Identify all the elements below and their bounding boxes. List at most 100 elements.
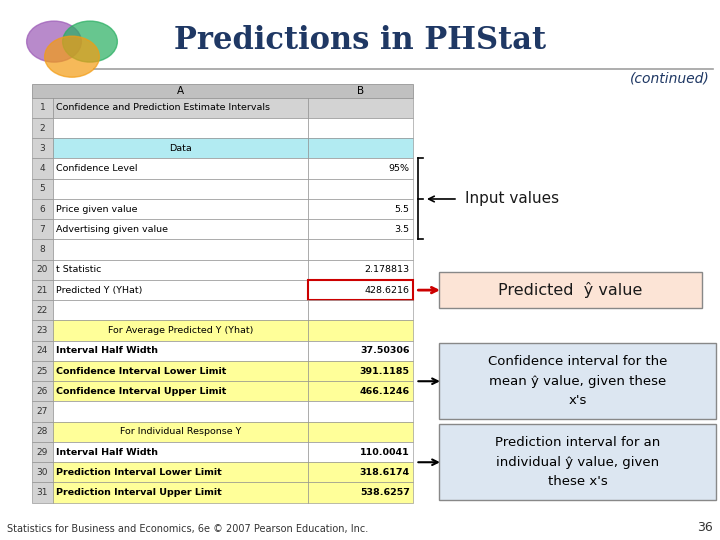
Text: Statistics for Business and Economics, 6e © 2007 Pearson Education, Inc.: Statistics for Business and Economics, 6…: [7, 523, 369, 534]
Text: B: B: [357, 86, 364, 96]
Text: x's: x's: [569, 394, 587, 407]
Text: Price given value: Price given value: [56, 205, 138, 214]
Text: 20: 20: [37, 265, 48, 274]
FancyBboxPatch shape: [32, 280, 53, 300]
FancyBboxPatch shape: [32, 260, 53, 280]
Text: 5.5: 5.5: [395, 205, 410, 214]
FancyBboxPatch shape: [439, 343, 716, 419]
FancyBboxPatch shape: [32, 84, 413, 98]
FancyBboxPatch shape: [32, 442, 53, 462]
Text: 466.1246: 466.1246: [359, 387, 410, 396]
FancyBboxPatch shape: [32, 483, 53, 503]
Text: Confidence and Prediction Estimate Intervals: Confidence and Prediction Estimate Inter…: [56, 103, 270, 112]
FancyBboxPatch shape: [308, 98, 413, 118]
Text: 21: 21: [37, 286, 48, 295]
Text: 3: 3: [40, 144, 45, 153]
FancyBboxPatch shape: [308, 240, 413, 260]
FancyBboxPatch shape: [53, 361, 308, 381]
FancyBboxPatch shape: [308, 159, 413, 179]
FancyBboxPatch shape: [53, 240, 308, 260]
FancyBboxPatch shape: [308, 179, 413, 199]
FancyBboxPatch shape: [53, 483, 308, 503]
FancyBboxPatch shape: [32, 179, 53, 199]
Text: Confidence Level: Confidence Level: [56, 164, 138, 173]
FancyBboxPatch shape: [439, 424, 716, 500]
FancyBboxPatch shape: [308, 483, 413, 503]
FancyBboxPatch shape: [32, 219, 53, 240]
Text: 538.6257: 538.6257: [360, 488, 410, 497]
FancyBboxPatch shape: [53, 300, 308, 321]
Text: 8: 8: [40, 245, 45, 254]
Text: Prediction Interval Lower Limit: Prediction Interval Lower Limit: [56, 468, 222, 477]
Text: 318.6174: 318.6174: [359, 468, 410, 477]
FancyBboxPatch shape: [439, 272, 702, 308]
FancyBboxPatch shape: [308, 300, 413, 321]
FancyBboxPatch shape: [308, 118, 413, 138]
Text: Prediction interval for an: Prediction interval for an: [495, 436, 660, 449]
FancyBboxPatch shape: [308, 381, 413, 402]
Text: 3.5: 3.5: [395, 225, 410, 234]
FancyBboxPatch shape: [32, 321, 53, 341]
Text: Advertising given value: Advertising given value: [56, 225, 168, 234]
FancyBboxPatch shape: [53, 442, 308, 462]
FancyBboxPatch shape: [53, 280, 308, 300]
FancyBboxPatch shape: [53, 381, 308, 402]
FancyBboxPatch shape: [53, 219, 308, 240]
FancyBboxPatch shape: [32, 462, 53, 483]
Text: Predicted  ŷ value: Predicted ŷ value: [498, 282, 643, 298]
Text: 25: 25: [37, 367, 48, 376]
Text: Data: Data: [169, 144, 192, 153]
Text: 29: 29: [37, 448, 48, 457]
Text: Input values: Input values: [465, 192, 559, 206]
Text: 4: 4: [40, 164, 45, 173]
FancyBboxPatch shape: [32, 402, 53, 422]
Text: 391.1185: 391.1185: [360, 367, 410, 376]
FancyBboxPatch shape: [53, 341, 308, 361]
FancyBboxPatch shape: [53, 422, 308, 442]
Text: t Statistic: t Statistic: [56, 265, 102, 274]
Text: 24: 24: [37, 346, 48, 355]
FancyBboxPatch shape: [308, 442, 413, 462]
FancyBboxPatch shape: [53, 98, 308, 118]
Text: 2.178813: 2.178813: [364, 265, 410, 274]
Text: 95%: 95%: [389, 164, 410, 173]
Text: Interval Half Width: Interval Half Width: [56, 346, 158, 355]
FancyBboxPatch shape: [308, 361, 413, 381]
Text: 31: 31: [37, 488, 48, 497]
Text: 36: 36: [697, 521, 713, 534]
Text: 5: 5: [40, 184, 45, 193]
Text: Interval Half Width: Interval Half Width: [56, 448, 158, 457]
FancyBboxPatch shape: [53, 138, 308, 159]
FancyBboxPatch shape: [53, 118, 308, 138]
Text: Confidence Interval Lower Limit: Confidence Interval Lower Limit: [56, 367, 227, 376]
Text: 23: 23: [37, 326, 48, 335]
Text: individual ŷ value, given: individual ŷ value, given: [496, 456, 660, 469]
FancyBboxPatch shape: [308, 321, 413, 341]
FancyBboxPatch shape: [32, 361, 53, 381]
FancyBboxPatch shape: [32, 138, 53, 159]
Text: Confidence interval for the: Confidence interval for the: [488, 355, 667, 368]
Text: 26: 26: [37, 387, 48, 396]
FancyBboxPatch shape: [53, 402, 308, 422]
FancyBboxPatch shape: [53, 159, 308, 179]
Circle shape: [27, 21, 81, 62]
FancyBboxPatch shape: [308, 280, 413, 300]
Text: Prediction Interval Upper Limit: Prediction Interval Upper Limit: [56, 488, 222, 497]
Circle shape: [45, 36, 99, 77]
FancyBboxPatch shape: [308, 138, 413, 159]
FancyBboxPatch shape: [53, 260, 308, 280]
FancyBboxPatch shape: [308, 422, 413, 442]
FancyBboxPatch shape: [53, 179, 308, 199]
Text: 7: 7: [40, 225, 45, 234]
FancyBboxPatch shape: [32, 422, 53, 442]
FancyBboxPatch shape: [308, 260, 413, 280]
Text: these x's: these x's: [548, 475, 608, 488]
Text: Predictions in PHStat: Predictions in PHStat: [174, 25, 546, 56]
Text: 1: 1: [40, 103, 45, 112]
Text: (continued): (continued): [629, 71, 709, 85]
FancyBboxPatch shape: [308, 219, 413, 240]
Text: 28: 28: [37, 427, 48, 436]
Text: 428.6216: 428.6216: [364, 286, 410, 295]
FancyBboxPatch shape: [32, 300, 53, 321]
FancyBboxPatch shape: [32, 98, 53, 118]
